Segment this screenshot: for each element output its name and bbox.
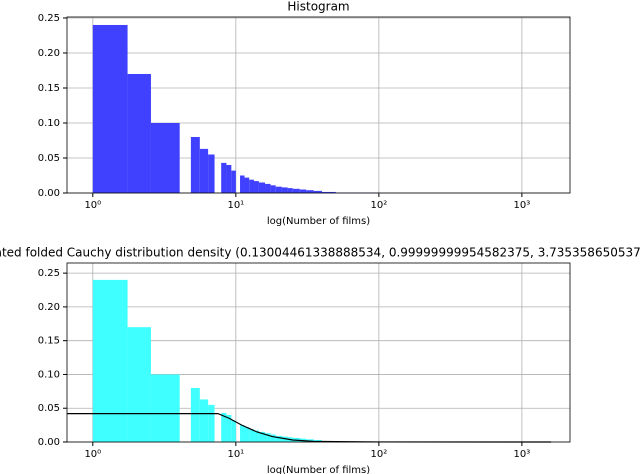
x-tick-label: 10³ — [514, 449, 531, 460]
bar — [221, 412, 227, 442]
y-tick-label: 0.15 — [38, 336, 60, 347]
bar — [240, 425, 245, 442]
y-tick-label: 0.00 — [38, 437, 60, 448]
bar — [321, 191, 336, 193]
bar — [199, 148, 209, 193]
bar — [150, 374, 180, 442]
bar — [208, 404, 215, 442]
x-tick-label: 10⁰ — [84, 200, 101, 211]
x-tick-label: 10¹ — [227, 449, 244, 460]
y-tick-label: 0.05 — [38, 403, 60, 414]
axes-frame — [66, 16, 571, 194]
y-tick-label: 0.00 — [38, 188, 60, 199]
bar — [244, 177, 250, 193]
bar — [199, 399, 209, 442]
x-axis-label: log(Number of films) — [267, 465, 370, 474]
bar — [92, 279, 128, 442]
chart-title: Histogram — [287, 0, 349, 14]
bar — [306, 190, 314, 193]
bar — [226, 164, 232, 193]
y-tick-label: 0.20 — [38, 302, 60, 313]
y-tick-label: 0.20 — [38, 48, 60, 59]
bar — [92, 24, 128, 193]
bar — [226, 414, 232, 442]
bar — [281, 436, 288, 442]
bar — [221, 162, 227, 193]
bar — [150, 122, 180, 193]
bar — [275, 186, 282, 193]
x-tick-label: 10² — [370, 200, 387, 211]
y-tick-label: 0.05 — [38, 153, 60, 164]
bar — [270, 185, 276, 193]
x-axis-label: log(Number of films) — [267, 216, 370, 227]
bar — [265, 433, 271, 442]
x-tick-label: 10² — [370, 449, 387, 460]
y-tick-label: 0.25 — [38, 13, 60, 24]
bar — [240, 175, 245, 193]
y-tick-label: 0.10 — [38, 369, 60, 380]
bar — [127, 327, 151, 442]
bar — [265, 183, 271, 193]
bar — [275, 435, 282, 442]
bar — [270, 434, 276, 442]
bar — [127, 73, 151, 193]
bar — [254, 430, 259, 442]
bar — [249, 429, 255, 442]
axes-frame — [66, 262, 571, 443]
bar — [281, 187, 288, 193]
y-tick-label: 0.25 — [38, 268, 60, 279]
bar — [287, 188, 293, 193]
bar — [244, 427, 250, 442]
y-tick-label: 0.15 — [38, 83, 60, 94]
bar — [258, 182, 266, 193]
bar — [299, 189, 307, 193]
chart-title: Estimated folded Cauchy distribution den… — [0, 246, 640, 260]
bar — [254, 181, 259, 193]
x-tick-label: 10³ — [514, 200, 531, 211]
bar — [249, 179, 255, 193]
bar — [292, 188, 300, 193]
bar — [231, 420, 236, 442]
bar — [258, 431, 266, 442]
bar — [313, 190, 322, 193]
x-tick-label: 10¹ — [227, 200, 244, 211]
bar — [208, 154, 215, 193]
bar — [190, 136, 200, 193]
bar — [231, 170, 236, 193]
x-tick-label: 10⁰ — [84, 449, 101, 460]
bar — [190, 387, 200, 442]
y-tick-label: 0.10 — [38, 118, 60, 129]
